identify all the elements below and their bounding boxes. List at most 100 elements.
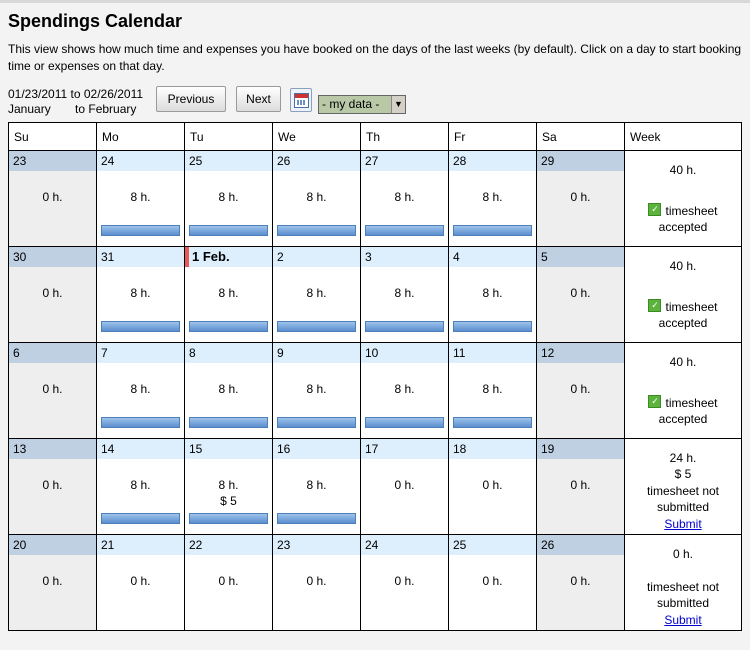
timesheet-status: timesheet not submitted <box>625 483 741 515</box>
day-cell-container: 12 0 h. <box>536 342 625 439</box>
calendar-icon <box>294 93 309 108</box>
day-cell[interactable]: 27 8 h. <box>361 151 448 246</box>
day-cell[interactable]: 30 0 h. <box>9 247 96 342</box>
day-cell-container: 16 8 h. <box>272 438 361 535</box>
day-cell[interactable]: 29 0 h. <box>537 151 624 246</box>
week-hours: 0 h. <box>672 547 693 561</box>
next-button[interactable]: Next <box>236 86 281 112</box>
month-range-row: January to February <box>8 102 158 117</box>
day-cell[interactable]: 1 Feb. 8 h. <box>185 247 272 342</box>
day-cell-container: 6 0 h. <box>8 342 97 439</box>
day-cell[interactable]: 31 8 h. <box>97 247 184 342</box>
timesheet-status-text: timesheet accepted <box>658 204 718 234</box>
day-cell[interactable]: 25 8 h. <box>185 151 272 246</box>
day-cell[interactable]: 2 8 h. <box>273 247 360 342</box>
hours-bar <box>189 513 268 524</box>
day-cell[interactable]: 17 0 h. <box>361 439 448 534</box>
day-number: 18 <box>449 439 536 459</box>
submit-timesheet-link[interactable]: Submit <box>664 517 702 531</box>
day-cell[interactable]: 11 8 h. <box>449 343 536 438</box>
day-cell-container: 26 8 h. <box>272 150 361 247</box>
day-hours: 8 h. <box>218 190 239 204</box>
day-cell-container: 23 0 h. <box>272 534 361 631</box>
week-summary: 40 h. ✓ timesheet accepted <box>625 247 741 342</box>
day-number: 26 <box>273 151 360 171</box>
timesheet-status: ✓ timesheet accepted <box>625 395 741 427</box>
day-cell[interactable]: 22 0 h. <box>185 535 272 630</box>
day-cell[interactable]: 28 8 h. <box>449 151 536 246</box>
day-number: 22 <box>185 535 272 555</box>
day-cell[interactable]: 12 0 h. <box>537 343 624 438</box>
day-number: 14 <box>97 439 184 459</box>
submit-timesheet-link[interactable]: Submit <box>664 613 702 627</box>
day-cell[interactable]: 4 8 h. <box>449 247 536 342</box>
day-number: 31 <box>97 247 184 267</box>
week-summary-container: 24 h. $ 5 timesheet not submitted Submit <box>624 438 742 535</box>
hours-bar <box>365 321 444 332</box>
day-hours: 8 h. <box>306 382 327 396</box>
column-header: Tu <box>184 122 273 151</box>
hours-bar <box>277 417 356 428</box>
day-cell[interactable]: 9 8 h. <box>273 343 360 438</box>
day-cell[interactable]: 23 0 h. <box>273 535 360 630</box>
calendar-picker-button[interactable] <box>290 88 312 112</box>
day-hours: 8 h. <box>394 286 415 300</box>
column-header: Su <box>8 122 97 151</box>
day-cell[interactable]: 14 8 h. <box>97 439 184 534</box>
day-cell[interactable]: 16 8 h. <box>273 439 360 534</box>
day-cell[interactable]: 19 0 h. <box>537 439 624 534</box>
day-number: 5 <box>537 247 624 267</box>
day-cell[interactable]: 24 0 h. <box>361 535 448 630</box>
day-cell-container: 22 0 h. <box>184 534 273 631</box>
day-cell[interactable]: 24 8 h. <box>97 151 184 246</box>
day-number: 26 <box>537 535 624 555</box>
submit-link-wrap: Submit <box>625 517 741 531</box>
day-number: 8 <box>185 343 272 363</box>
day-cell[interactable]: 5 0 h. <box>537 247 624 342</box>
day-number: 24 <box>361 535 448 555</box>
day-cell[interactable]: 10 8 h. <box>361 343 448 438</box>
day-hours: 0 h. <box>218 574 239 588</box>
day-number: 30 <box>9 247 96 267</box>
day-cell[interactable]: 8 8 h. <box>185 343 272 438</box>
day-number: 13 <box>9 439 96 459</box>
hours-bar <box>453 225 532 236</box>
day-hours: 8 h. <box>130 382 151 396</box>
day-expense: $ 5 <box>220 494 237 508</box>
day-cell[interactable]: 25 0 h. <box>449 535 536 630</box>
day-cell[interactable]: 20 0 h. <box>9 535 96 630</box>
hours-bar <box>365 225 444 236</box>
date-range-row: 01/23/2011 to 02/26/2011 <box>8 87 158 102</box>
day-hours: 0 h. <box>570 382 591 396</box>
day-cell[interactable]: 6 0 h. <box>9 343 96 438</box>
day-cell[interactable]: 3 8 h. <box>361 247 448 342</box>
day-cell[interactable]: 15 8 h. $ 5 <box>185 439 272 534</box>
day-cell[interactable]: 26 8 h. <box>273 151 360 246</box>
day-cell[interactable]: 13 0 h. <box>9 439 96 534</box>
day-number-today: 1 Feb. <box>185 247 272 267</box>
day-cell[interactable]: 21 0 h. <box>97 535 184 630</box>
checkmark-icon: ✓ <box>648 395 662 408</box>
date-range: 01/23/2011 to 02/26/2011 January to Febru… <box>8 87 158 117</box>
day-cell[interactable]: 7 8 h. <box>97 343 184 438</box>
day-number: 25 <box>449 535 536 555</box>
week-summary-container: 40 h. ✓ timesheet accepted <box>624 246 742 343</box>
day-cell-container: 20 0 h. <box>8 534 97 631</box>
day-number: 12 <box>537 343 624 363</box>
day-cell-container: 25 0 h. <box>448 534 537 631</box>
day-cell[interactable]: 23 0 h. <box>9 151 96 246</box>
day-number: 6 <box>9 343 96 363</box>
day-cell-container: 13 0 h. <box>8 438 97 535</box>
day-hours: 0 h. <box>570 190 591 204</box>
timesheet-status-text: timesheet not submitted <box>646 580 720 610</box>
dataset-select[interactable]: - my data - ▼ <box>318 95 406 114</box>
day-cell-container: 11 8 h. <box>448 342 537 439</box>
day-cell[interactable]: 18 0 h. <box>449 439 536 534</box>
day-hours: 0 h. <box>42 190 63 204</box>
hours-bar <box>101 321 180 332</box>
hours-bar <box>189 321 268 332</box>
hours-bar <box>101 513 180 524</box>
chevron-down-icon: ▼ <box>391 96 405 113</box>
day-cell[interactable]: 26 0 h. <box>537 535 624 630</box>
previous-button[interactable]: Previous <box>156 86 226 112</box>
